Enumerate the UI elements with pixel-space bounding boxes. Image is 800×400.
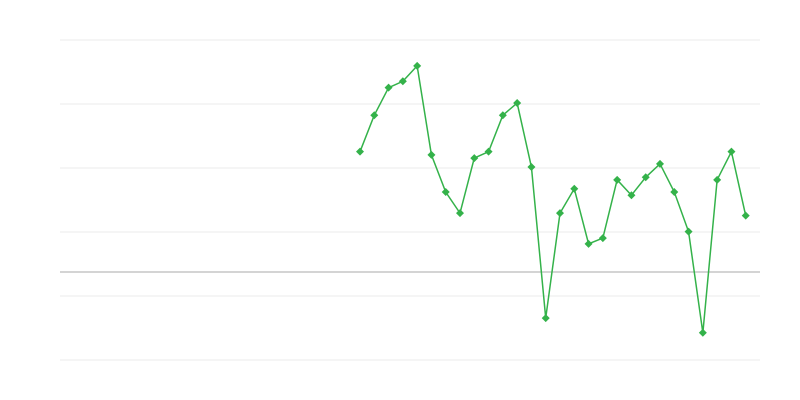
data-point [384, 83, 393, 92]
series-line [356, 61, 750, 337]
data-point [713, 175, 722, 184]
data-point [413, 61, 422, 70]
data-point [484, 147, 493, 156]
data-point [727, 147, 736, 156]
data-point [641, 173, 650, 182]
data-point [470, 154, 479, 163]
data-point [498, 111, 507, 120]
data-point [356, 147, 364, 156]
data-point [527, 163, 536, 172]
data-point [613, 175, 622, 184]
data-point [541, 314, 550, 323]
series-path [359, 64, 747, 333]
data-point [670, 188, 679, 196]
data-point [427, 150, 436, 159]
data-point [698, 328, 707, 337]
data-point [513, 99, 522, 108]
data-point [570, 184, 579, 193]
data-point [684, 227, 693, 236]
data-point [441, 188, 450, 196]
data-point [598, 234, 607, 243]
data-point [584, 239, 593, 248]
data-point [656, 159, 664, 168]
data-point [456, 209, 464, 218]
gridlines [60, 39, 760, 361]
data-point [627, 191, 636, 200]
data-point [398, 77, 407, 86]
data-point [370, 111, 379, 120]
data-point [741, 211, 750, 220]
data-point [556, 209, 564, 218]
